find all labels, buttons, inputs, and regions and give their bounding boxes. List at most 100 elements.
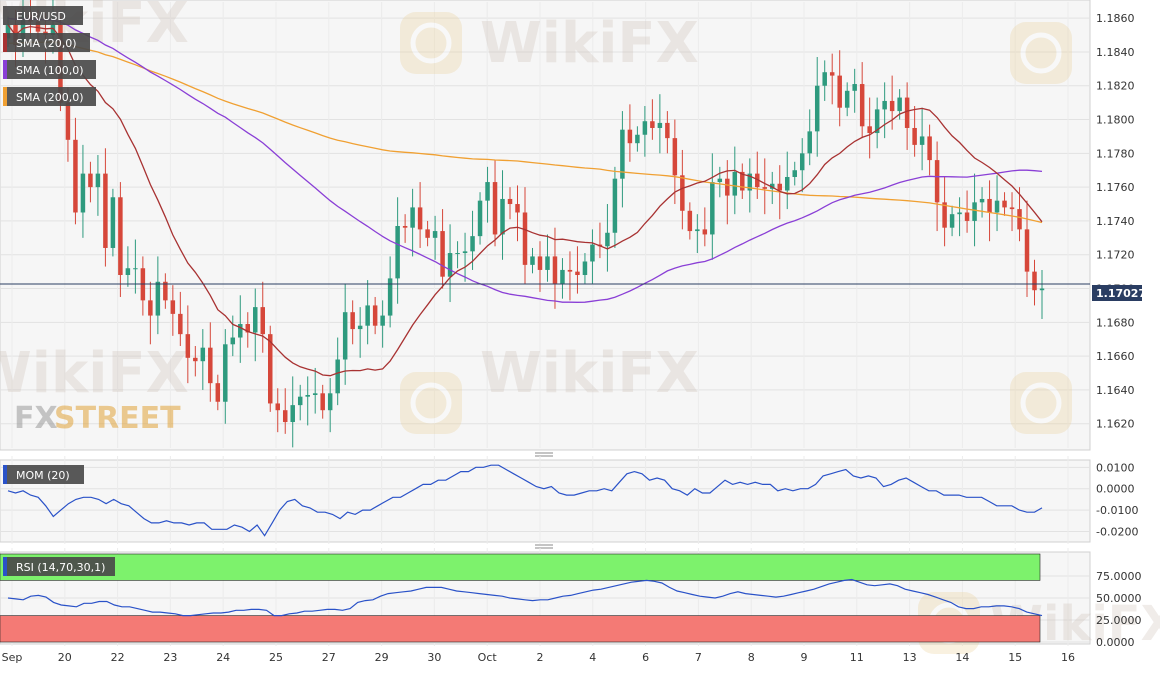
candle-body	[125, 268, 131, 276]
candle-body	[163, 281, 168, 301]
candle-body	[927, 136, 932, 161]
x-tick-label: 2	[537, 651, 544, 664]
fxstreet-logo-street: STREET	[54, 401, 181, 436]
candle	[792, 161, 797, 186]
candle-body	[582, 261, 588, 276]
legend-tag-sma100[interactable]: SMA (100,0)	[3, 60, 96, 79]
candle	[560, 258, 565, 299]
candle	[462, 232, 468, 282]
candle	[515, 185, 520, 242]
candle-body	[238, 324, 243, 338]
rsi-tick-label: 75.0000	[1096, 570, 1142, 583]
candle-body	[335, 359, 340, 394]
candle	[245, 312, 251, 348]
candle-body	[1002, 200, 1007, 208]
candle-body	[710, 182, 715, 235]
candle	[470, 210, 475, 270]
candle-body	[919, 136, 925, 145]
candle	[837, 50, 842, 127]
mom-grid	[0, 456, 1090, 544]
price-panel[interactable]	[0, 0, 1091, 451]
candle-body	[732, 171, 738, 196]
legend-tag-mom[interactable]: MOM (20)	[3, 465, 84, 484]
candle-body	[852, 84, 857, 91]
legend-tag-sma20[interactable]: SMA (20,0)	[3, 33, 90, 52]
candle-body	[133, 268, 138, 270]
price-tick-label: 1.1680	[1096, 316, 1135, 329]
candle-body	[507, 198, 513, 205]
candle-body	[957, 212, 962, 215]
candle	[417, 182, 423, 248]
candle	[267, 325, 273, 412]
splitter-handle-2[interactable]	[535, 544, 553, 549]
legend-tag-rsi[interactable]: RSI (14,70,30,1)	[3, 557, 115, 576]
candle-body	[170, 300, 176, 314]
rsi-tick-label: 0.0000	[1096, 636, 1135, 649]
candle	[642, 106, 648, 157]
candle	[1032, 259, 1037, 306]
candle	[178, 291, 183, 346]
candle	[312, 367, 318, 414]
candle	[1017, 187, 1022, 242]
candle	[260, 281, 266, 353]
candle	[814, 57, 820, 157]
legend-tag-sma200[interactable]: SMA (200,0)	[3, 87, 96, 106]
candle	[290, 376, 295, 448]
candle	[282, 388, 288, 434]
candle-body	[522, 212, 528, 265]
candle-body	[305, 394, 310, 397]
candle	[327, 378, 333, 433]
candle-body	[725, 178, 730, 196]
candle-body	[889, 100, 895, 112]
candle	[755, 151, 760, 199]
candle-body	[942, 202, 947, 228]
candle	[545, 234, 550, 282]
candle-body	[245, 324, 251, 333]
candle	[208, 322, 213, 402]
candle	[537, 241, 543, 292]
mom-panel[interactable]	[0, 459, 1091, 543]
candle-body	[792, 170, 797, 177]
candle	[530, 247, 535, 274]
candle-body	[1039, 288, 1045, 291]
candle	[994, 175, 1000, 232]
candle	[1039, 269, 1045, 319]
candle-body	[275, 403, 280, 411]
candle-body	[784, 176, 790, 191]
candle	[125, 246, 131, 287]
current-price-label: 1.17027	[1096, 287, 1146, 300]
candle	[73, 117, 78, 225]
candle	[425, 220, 430, 247]
price-tick-label: 1.1620	[1096, 418, 1135, 431]
candle-body	[1009, 207, 1015, 210]
x-tick-label: 27	[322, 651, 336, 664]
candle	[942, 176, 947, 247]
candle-body	[987, 198, 992, 213]
price-tick-label: 1.1840	[1096, 46, 1135, 59]
candle-body	[432, 231, 438, 238]
candle	[919, 107, 925, 171]
candle	[387, 256, 393, 328]
candle	[193, 345, 198, 377]
current-price-tag: 1.17027	[1092, 285, 1146, 301]
sma200-line	[8, 41, 1043, 224]
candle-body	[500, 198, 505, 235]
candle	[710, 153, 715, 260]
watermark-brand-2: WikiFX	[480, 341, 699, 406]
candle-body	[605, 232, 610, 247]
candle	[680, 149, 685, 230]
splitter-handle-1[interactable]	[535, 452, 553, 457]
price-tick-label: 1.1820	[1096, 80, 1135, 93]
legend-tag-instrument[interactable]: EUR/USD	[3, 6, 83, 25]
candle	[867, 97, 872, 159]
candle-body	[627, 129, 633, 144]
candle	[927, 124, 932, 176]
candle	[762, 158, 768, 215]
candle-body	[425, 229, 430, 238]
candle	[575, 246, 580, 294]
candle-body	[560, 269, 565, 284]
price-tick-label: 1.1660	[1096, 350, 1135, 363]
candle	[148, 281, 153, 345]
candle	[357, 307, 363, 358]
